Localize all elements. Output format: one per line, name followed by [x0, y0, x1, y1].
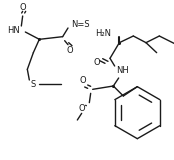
Text: S: S — [31, 80, 36, 88]
Text: O: O — [93, 58, 100, 67]
Text: O: O — [19, 3, 26, 12]
Text: N=S: N=S — [71, 20, 89, 28]
Text: H₂N: H₂N — [95, 29, 111, 38]
Text: NH: NH — [116, 65, 129, 75]
Text: O: O — [78, 104, 85, 113]
Text: O: O — [67, 46, 73, 55]
Text: HN: HN — [7, 25, 20, 35]
Text: O: O — [79, 76, 86, 84]
